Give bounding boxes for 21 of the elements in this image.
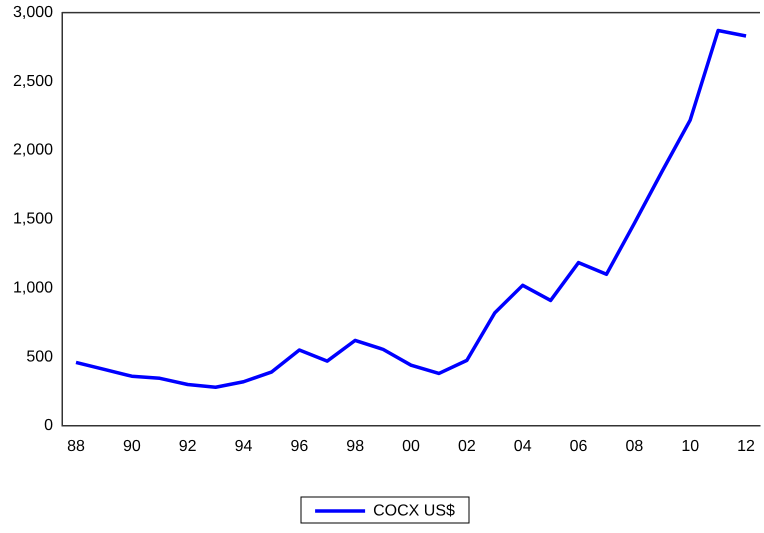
x-tick-label: 08 — [625, 438, 644, 455]
y-tick-label: 2,500 — [12, 72, 54, 90]
y-tick-label: 0 — [44, 417, 54, 434]
x-tick-label: 90 — [122, 438, 141, 455]
x-tick-label: 12 — [737, 438, 756, 455]
y-tick-label: 1,500 — [12, 210, 54, 228]
x-tick-label: 02 — [458, 438, 476, 455]
x-tick-label: 94 — [234, 438, 253, 455]
x-tick-label: 04 — [514, 438, 532, 455]
y-tick-label: 3,000 — [12, 4, 54, 22]
x-tick-label: 00 — [402, 438, 420, 455]
x-tick-label: 06 — [570, 438, 588, 455]
x-tick-label: 10 — [681, 438, 700, 455]
x-tick-label: 96 — [290, 438, 308, 455]
x-tick-label: 92 — [178, 438, 197, 455]
y-tick-label: 1,000 — [12, 279, 54, 296]
legend-label: COCX US$ — [373, 502, 455, 520]
y-tick-label: 500 — [26, 348, 54, 366]
y-tick-label: 2,000 — [12, 142, 54, 159]
x-tick-label: 98 — [346, 438, 364, 455]
x-tick-label: 88 — [67, 438, 85, 455]
